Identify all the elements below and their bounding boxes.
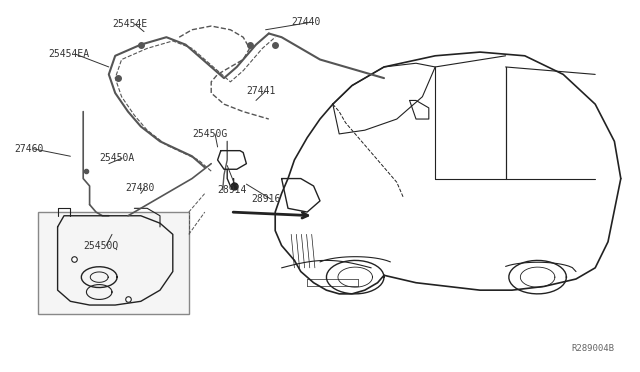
Text: 27480: 27480 <box>125 183 155 193</box>
Text: 25450Q: 25450Q <box>83 241 118 250</box>
Text: 25454EA: 25454EA <box>48 49 89 59</box>
Text: 25454E: 25454E <box>112 19 147 29</box>
Bar <box>38 212 189 314</box>
Text: 28914: 28914 <box>218 185 247 195</box>
Text: 25450A: 25450A <box>99 153 134 163</box>
Text: 28916: 28916 <box>252 194 281 204</box>
Text: R289004B: R289004B <box>572 344 614 353</box>
Text: 27440: 27440 <box>291 17 321 27</box>
Text: 25450G: 25450G <box>192 129 227 139</box>
Text: 27441: 27441 <box>246 86 276 96</box>
Text: 27460: 27460 <box>14 144 44 154</box>
